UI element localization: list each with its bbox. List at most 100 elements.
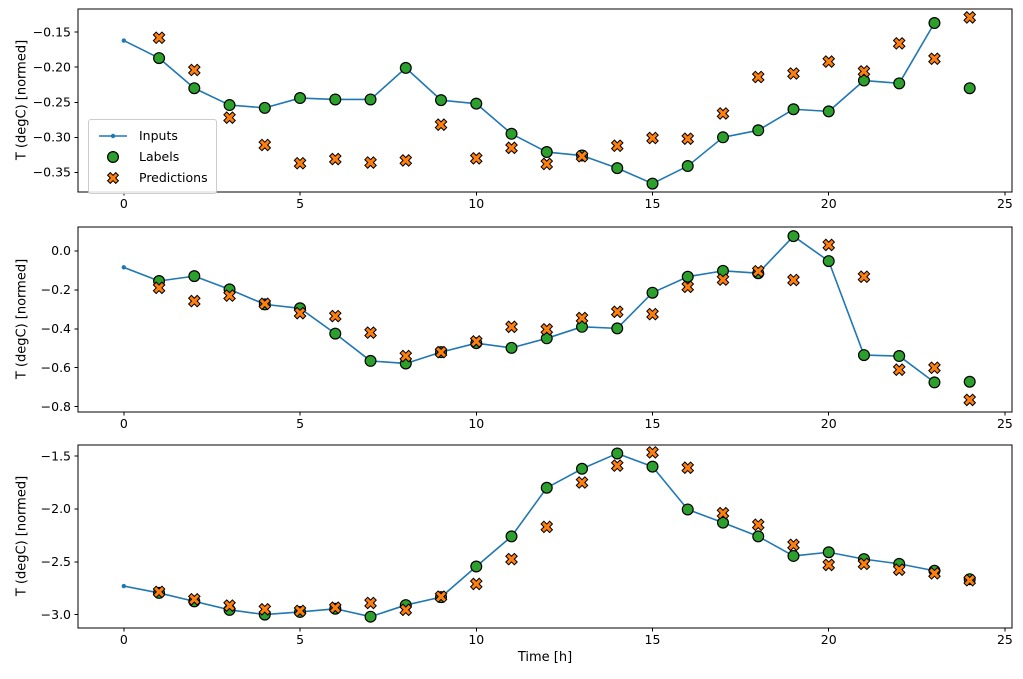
prediction-marker — [928, 566, 941, 580]
legend-item-predictions: Predictions — [97, 167, 208, 188]
prediction-marker — [328, 309, 342, 323]
label-marker — [822, 546, 835, 559]
prediction-marker — [575, 149, 589, 163]
x-tick-label: 20 — [821, 632, 837, 647]
legend: Inputs Labels Predictions — [88, 119, 217, 194]
label-marker — [787, 103, 800, 116]
x-tick-label: 5 — [296, 196, 304, 211]
prediction-marker — [399, 603, 413, 617]
label-marker — [752, 124, 765, 137]
prediction-marker — [857, 557, 871, 571]
prediction-marker — [716, 506, 730, 520]
y-tick-label: −0.25 — [33, 94, 71, 109]
label-marker — [681, 160, 694, 173]
label-marker — [540, 332, 553, 345]
label-marker — [329, 93, 342, 106]
legend-label: Predictions — [139, 170, 208, 185]
y-tick-label: −0.8 — [41, 399, 71, 414]
x-tick-label: 0 — [120, 416, 128, 431]
prediction-marker — [328, 601, 342, 615]
inputs-point — [121, 265, 127, 270]
label-marker — [928, 17, 941, 30]
label-marker — [470, 560, 483, 573]
label-marker — [470, 97, 483, 110]
predictions-x-icon — [106, 171, 120, 184]
label-marker — [681, 503, 694, 516]
y-tick-label: −0.6 — [41, 360, 71, 375]
y-tick-label: −0.15 — [33, 24, 71, 39]
prediction-marker — [681, 132, 695, 146]
prediction-marker — [505, 141, 518, 155]
y-tick-label: −0.30 — [33, 130, 71, 145]
label-marker — [857, 349, 870, 362]
prediction-marker — [751, 264, 765, 278]
label-marker — [611, 447, 624, 460]
label-marker — [787, 230, 800, 243]
prediction-marker — [434, 118, 448, 132]
prediction-marker — [963, 393, 977, 407]
prediction-marker — [399, 154, 413, 167]
label-marker — [329, 327, 342, 340]
prediction-marker — [646, 131, 659, 145]
prediction-marker — [187, 294, 201, 308]
prediction-marker — [540, 520, 554, 534]
prediction-marker — [293, 156, 307, 170]
x-axis-label: Time [h] — [517, 650, 573, 665]
prediction-marker — [364, 596, 377, 610]
label-marker — [576, 462, 589, 475]
label-marker — [364, 93, 377, 106]
prediction-marker — [575, 311, 589, 325]
inputs-point — [121, 583, 127, 589]
prediction-marker — [540, 157, 554, 171]
prediction-marker — [751, 70, 765, 84]
inputs-line — [123, 452, 935, 618]
prediction-marker — [892, 563, 906, 577]
prediction-marker — [787, 538, 800, 552]
x-tick-label: 15 — [645, 632, 661, 647]
prediction-marker — [857, 65, 871, 78]
label-marker — [505, 530, 518, 543]
plot-frame — [77, 444, 1013, 629]
prediction-marker — [822, 558, 836, 572]
x-tick-label: 15 — [645, 416, 661, 431]
prediction-marker — [434, 345, 448, 359]
label-marker — [822, 255, 835, 268]
label-marker — [364, 610, 377, 623]
prediction-marker — [575, 476, 589, 489]
y-tick-label: −3.0 — [41, 607, 71, 622]
label-marker — [716, 516, 729, 529]
x-tick-label: 20 — [821, 416, 837, 431]
plot-frame — [77, 8, 1013, 193]
label-marker — [963, 82, 976, 95]
label-marker — [611, 322, 624, 335]
prediction-marker — [152, 585, 166, 599]
inputs-line — [123, 22, 936, 185]
prediction-marker — [716, 273, 730, 287]
prediction-marker — [857, 270, 871, 284]
x-tick-label: 25 — [997, 196, 1013, 211]
prediction-marker — [928, 52, 941, 66]
label-marker — [153, 52, 166, 65]
y-tick-label: −0.20 — [33, 59, 71, 74]
prediction-marker — [364, 156, 377, 169]
prediction-marker — [787, 67, 800, 80]
inputs-line — [123, 235, 935, 384]
legend-label: Labels — [139, 149, 180, 164]
y-tick-label: −0.35 — [33, 165, 71, 180]
inputs-line-icon — [99, 133, 127, 138]
prediction-marker — [187, 63, 201, 77]
prediction-marker — [716, 107, 730, 120]
prediction-marker — [787, 273, 800, 287]
prediction-marker — [399, 349, 413, 363]
x-tick-label: 25 — [997, 416, 1013, 431]
x-tick-label: 10 — [468, 416, 484, 431]
x-tick-label: 15 — [645, 196, 661, 211]
label-marker — [505, 341, 518, 354]
prediction-marker — [505, 552, 518, 566]
x-tick-label: 25 — [997, 632, 1013, 647]
prediction-marker — [223, 599, 236, 612]
label-marker — [857, 74, 870, 87]
prediction-marker — [681, 461, 695, 475]
